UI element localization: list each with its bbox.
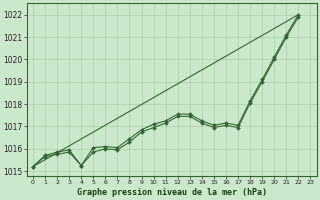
X-axis label: Graphe pression niveau de la mer (hPa): Graphe pression niveau de la mer (hPa): [77, 188, 267, 197]
